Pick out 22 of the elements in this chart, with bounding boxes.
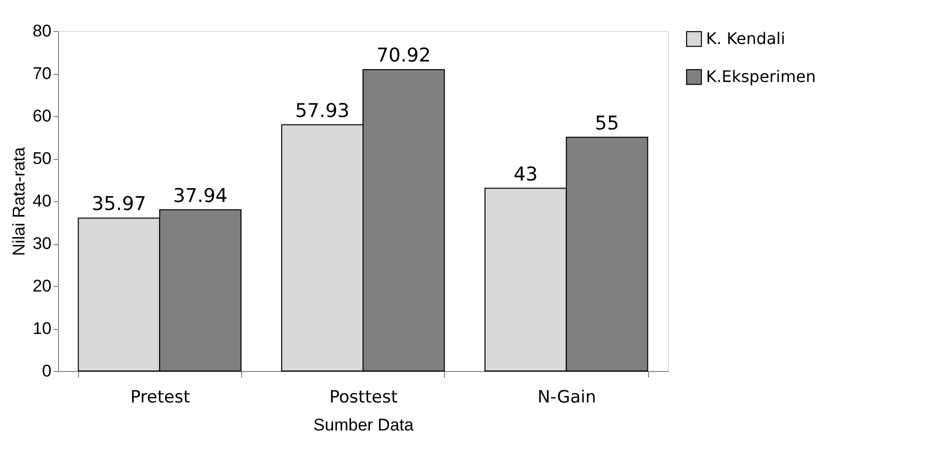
data-label: 43 — [514, 163, 538, 186]
y-tick-label: 70 — [32, 64, 52, 83]
y-tick-label: 10 — [32, 319, 52, 338]
y-tick-label: 50 — [32, 149, 52, 168]
y-tick-label: 80 — [32, 22, 52, 40]
data-label: 35.97 — [92, 193, 146, 216]
y-tick-label: 40 — [32, 192, 52, 210]
legend-label: K. Kendali — [706, 29, 786, 48]
y-axis-title: Nilai Rata-rata — [10, 146, 29, 256]
y-tick-label: 20 — [32, 276, 52, 296]
x-axis-title: Sumber Data — [313, 416, 414, 434]
y-tick-label: 30 — [32, 234, 52, 253]
y-tick-label: 60 — [32, 106, 52, 126]
data-label: 37.94 — [173, 184, 228, 207]
x-tick-label: Pretest — [130, 388, 190, 408]
data-label: 55 — [594, 112, 620, 134]
data-label: 57.93 — [295, 100, 350, 122]
y-tick-label: 0 — [42, 362, 52, 380]
data-label: 70.92 — [376, 44, 431, 67]
x-tick-label: Posttest — [329, 388, 398, 408]
legend-label: K.Eksperimen — [706, 67, 816, 86]
x-tick-label: N-Gain — [538, 388, 596, 408]
